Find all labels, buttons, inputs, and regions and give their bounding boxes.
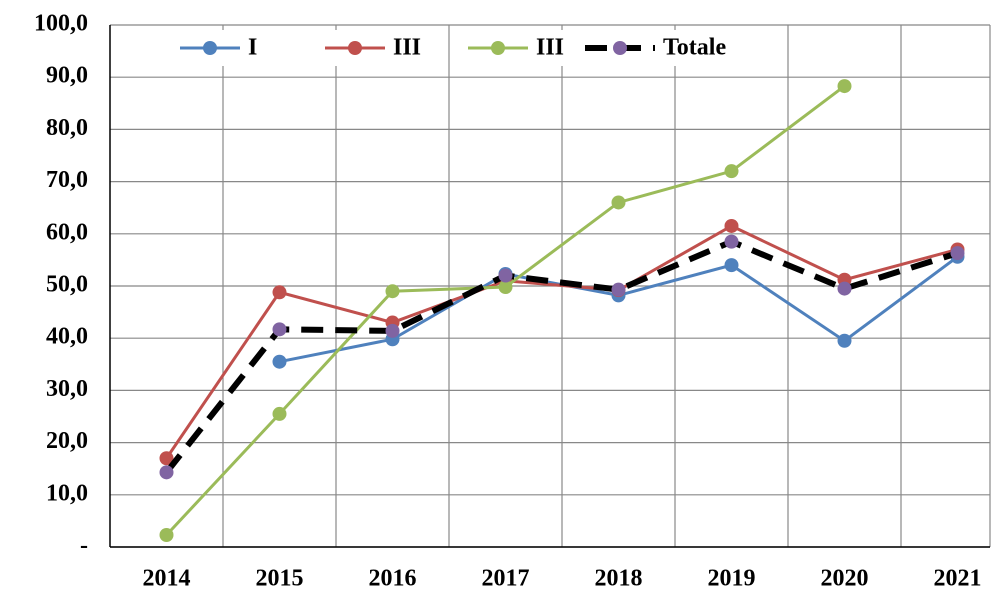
point: [498, 280, 513, 295]
x-tick-label: 2016: [369, 566, 417, 592]
y-tick-label: 70,0: [46, 167, 88, 193]
legend-marker: [203, 41, 217, 55]
point: [611, 195, 626, 210]
point: [159, 465, 174, 480]
point: [724, 164, 739, 179]
legend-label: III: [536, 35, 564, 61]
y-tick-label: 100,0: [34, 11, 88, 37]
y-tick-label: -: [80, 533, 88, 559]
legend-label: I: [248, 35, 257, 61]
y-tick-label: 40,0: [46, 324, 88, 350]
point: [837, 281, 852, 296]
y-tick-label: 30,0: [46, 376, 88, 402]
x-tick-label: 2021: [934, 566, 982, 592]
legend-bg: [581, 30, 754, 66]
x-tick-label: 2019: [708, 566, 756, 592]
point: [950, 246, 965, 261]
point: [724, 234, 739, 249]
point: [159, 451, 174, 466]
point: [498, 268, 513, 283]
y-tick-label: 50,0: [46, 272, 88, 298]
legend-marker: [348, 41, 362, 55]
y-tick-label: 90,0: [46, 63, 88, 89]
point: [837, 79, 852, 94]
point: [385, 323, 400, 338]
point: [272, 285, 287, 300]
point: [272, 322, 287, 337]
point: [611, 282, 626, 297]
y-tick-label: 60,0: [46, 219, 88, 245]
y-tick-label: 20,0: [46, 428, 88, 454]
point: [159, 527, 174, 542]
x-tick-label: 2020: [821, 566, 869, 592]
legend-marker: [613, 41, 627, 55]
point: [837, 333, 852, 348]
legend-label: Totale: [663, 35, 726, 61]
legend-label: III: [393, 35, 421, 61]
x-tick-label: 2018: [595, 566, 643, 592]
x-tick-label: 2015: [256, 566, 304, 592]
point: [724, 218, 739, 233]
x-tick-label: 2014: [143, 566, 191, 592]
y-tick-label: 10,0: [46, 480, 88, 506]
x-tick-label: 2017: [482, 566, 530, 592]
series-line: [279, 255, 959, 364]
point: [724, 258, 739, 273]
point: [272, 406, 287, 421]
point: [272, 354, 287, 369]
series-line: [164, 238, 959, 475]
y-tick-label: 80,0: [46, 115, 88, 141]
legend-marker: [491, 41, 505, 55]
point: [385, 284, 400, 299]
